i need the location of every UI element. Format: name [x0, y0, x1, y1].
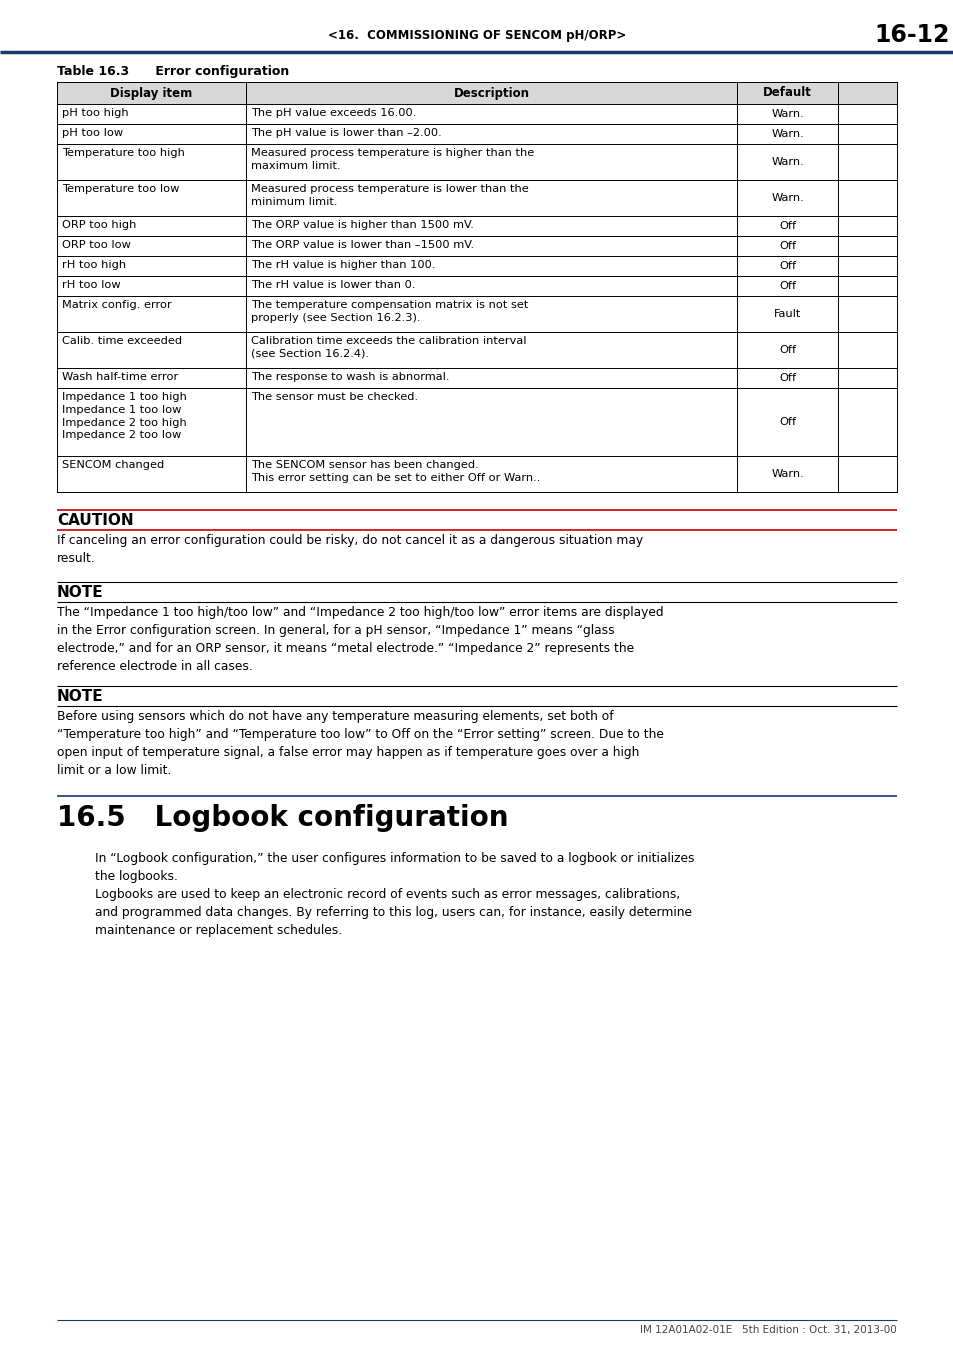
Text: The rH value is higher than 100.: The rH value is higher than 100.	[251, 261, 435, 270]
Text: 16-12: 16-12	[873, 23, 948, 47]
Bar	[57, 82, 896, 104]
Text: In “Logbook configuration,” the user configures information to be saved to a log: In “Logbook configuration,” the user con…	[95, 852, 694, 883]
Text: The temperature compensation matrix is not set
properly (see Section 16.2.3).: The temperature compensation matrix is n…	[251, 300, 528, 323]
Text: Off: Off	[779, 261, 796, 271]
Text: The ORP value is lower than –1500 mV.: The ORP value is lower than –1500 mV.	[251, 240, 474, 250]
Text: 16.5   Logbook configuration: 16.5 Logbook configuration	[57, 805, 508, 832]
Text: pH too low: pH too low	[62, 128, 123, 138]
Text: <16.  COMMISSIONING OF SENCOM pH/ORP>: <16. COMMISSIONING OF SENCOM pH/ORP>	[328, 28, 625, 42]
Text: ORP too low: ORP too low	[62, 240, 131, 250]
Text: Description: Description	[454, 86, 529, 100]
Text: The SENCOM sensor has been changed.
This error setting can be set to either Off : The SENCOM sensor has been changed. This…	[251, 460, 539, 483]
Text: Warn.: Warn.	[771, 157, 803, 167]
Text: NOTE: NOTE	[57, 585, 104, 599]
Text: If canceling an error configuration could be risky, do not cancel it as a danger: If canceling an error configuration coul…	[57, 535, 642, 566]
Text: The pH value exceeds 16.00.: The pH value exceeds 16.00.	[251, 108, 416, 117]
Text: The ORP value is higher than 1500 mV.: The ORP value is higher than 1500 mV.	[251, 220, 474, 230]
Text: The sensor must be checked.: The sensor must be checked.	[251, 392, 417, 402]
Text: Calib. time exceeded: Calib. time exceeded	[62, 336, 182, 346]
Text: Measured process temperature is higher than the
maximum limit.: Measured process temperature is higher t…	[251, 148, 534, 171]
Text: Warn.: Warn.	[771, 130, 803, 139]
Text: rH too high: rH too high	[62, 261, 126, 270]
Text: Display item: Display item	[111, 86, 193, 100]
Text: Calibration time exceeds the calibration interval
(see Section 16.2.4).: Calibration time exceeds the calibration…	[251, 336, 526, 359]
Text: Off: Off	[779, 242, 796, 251]
Text: The “Impedance 1 too high/too low” and “Impedance 2 too high/too low” error item: The “Impedance 1 too high/too low” and “…	[57, 606, 663, 674]
Text: SENCOM changed: SENCOM changed	[62, 460, 164, 470]
Text: Warn.: Warn.	[771, 193, 803, 202]
Text: The response to wash is abnormal.: The response to wash is abnormal.	[251, 373, 449, 382]
Text: Off: Off	[779, 281, 796, 292]
Text: Before using sensors which do not have any temperature measuring elements, set b: Before using sensors which do not have a…	[57, 710, 663, 778]
Text: Off: Off	[779, 221, 796, 231]
Text: pH too high: pH too high	[62, 108, 129, 117]
Text: ORP too high: ORP too high	[62, 220, 136, 230]
Text: rH too low: rH too low	[62, 279, 120, 290]
Text: Temperature too high: Temperature too high	[62, 148, 185, 158]
Text: Wash half-time error: Wash half-time error	[62, 373, 178, 382]
Text: CAUTION: CAUTION	[57, 513, 133, 528]
Text: The rH value is lower than 0.: The rH value is lower than 0.	[251, 279, 416, 290]
Text: Temperature too low: Temperature too low	[62, 184, 179, 194]
Text: Impedance 1 too high
Impedance 1 too low
Impedance 2 too high
Impedance 2 too lo: Impedance 1 too high Impedance 1 too low…	[62, 392, 187, 440]
Text: Off: Off	[779, 346, 796, 355]
Text: IM 12A01A02-01E   5th Edition : Oct. 31, 2013-00: IM 12A01A02-01E 5th Edition : Oct. 31, 2…	[639, 1324, 896, 1335]
Text: The pH value is lower than –2.00.: The pH value is lower than –2.00.	[251, 128, 441, 138]
Text: Warn.: Warn.	[771, 109, 803, 119]
Text: Default: Default	[762, 86, 811, 100]
Text: NOTE: NOTE	[57, 688, 104, 703]
Text: Matrix config. error: Matrix config. error	[62, 300, 172, 310]
Text: Logbooks are used to keep an electronic record of events such as error messages,: Logbooks are used to keep an electronic …	[95, 888, 691, 937]
Text: Fault: Fault	[773, 309, 801, 319]
Text: Off: Off	[779, 373, 796, 383]
Text: Off: Off	[779, 417, 796, 427]
Text: Measured process temperature is lower than the
minimum limit.: Measured process temperature is lower th…	[251, 184, 528, 207]
Text: Warn.: Warn.	[771, 468, 803, 479]
Text: Table 16.3      Error configuration: Table 16.3 Error configuration	[57, 65, 289, 78]
